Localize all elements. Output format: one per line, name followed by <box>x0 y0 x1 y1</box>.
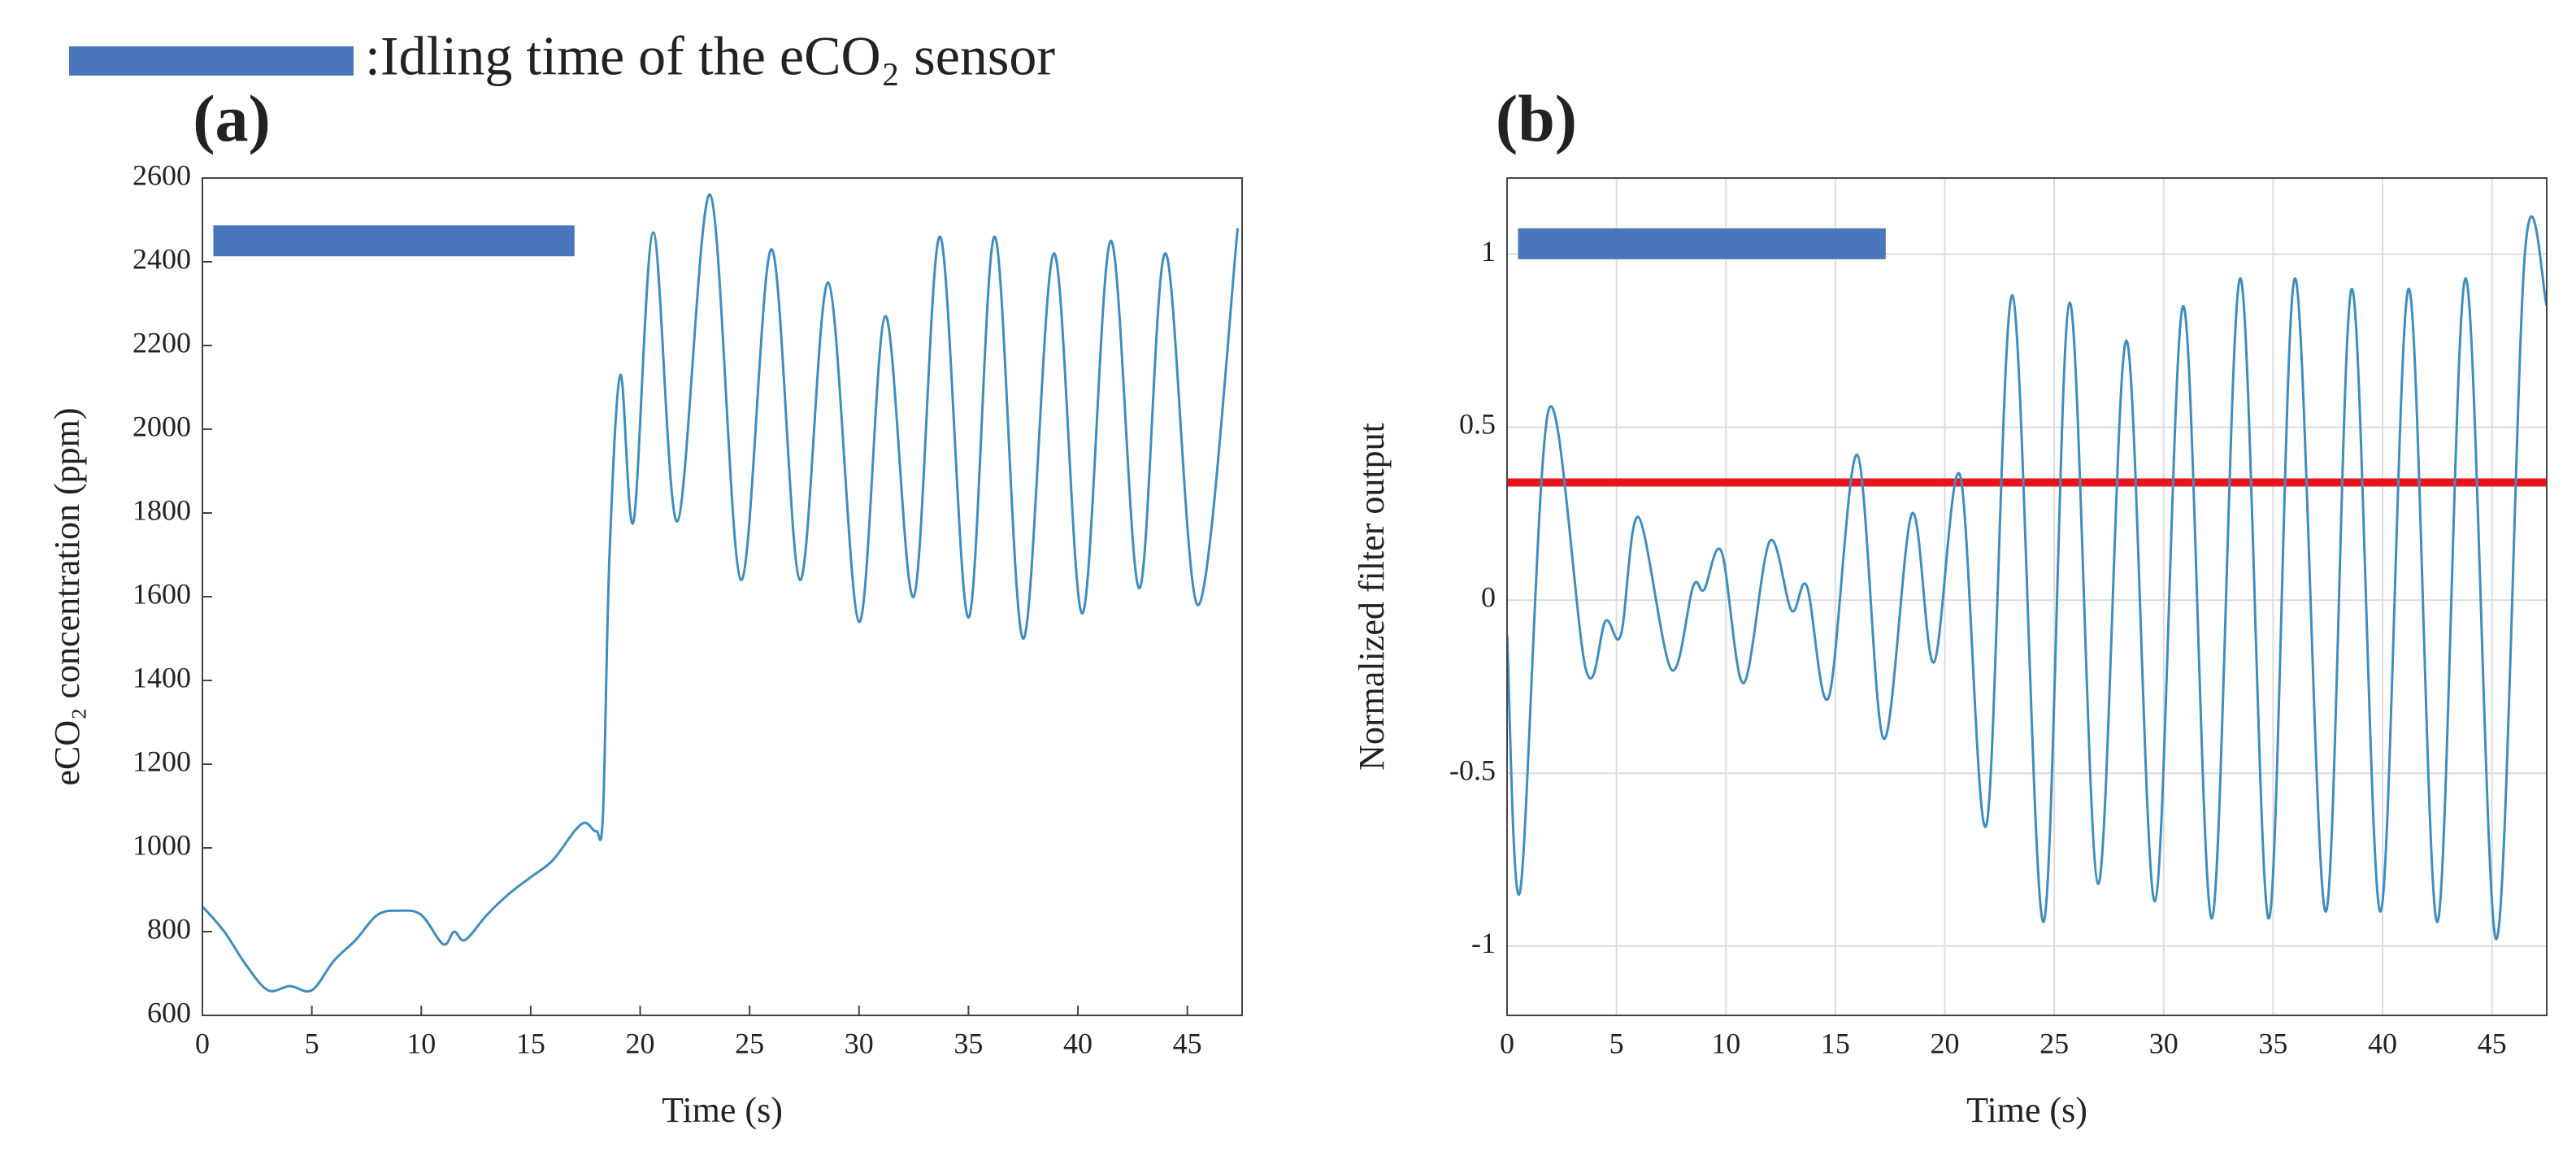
plot-frame <box>1506 177 2548 1016</box>
x-tick-label: 0 <box>1500 1027 1514 1059</box>
y-tick-label: 1400 <box>132 661 191 693</box>
x-tick-label: 5 <box>305 1027 319 1059</box>
x-tick-label: 10 <box>406 1027 436 1059</box>
data-line <box>1507 215 2547 941</box>
x-tick-label: 45 <box>2478 1027 2507 1059</box>
y-tick-label: 0.5 <box>1459 408 1496 441</box>
x-tick-label: 35 <box>2258 1027 2287 1059</box>
y-tick-label: 2200 <box>132 326 191 359</box>
chart-title: (b) <box>1496 81 1577 155</box>
x-tick-label: 25 <box>2040 1027 2069 1059</box>
x-tick-label: 45 <box>1173 1027 1202 1059</box>
x-axis-label: Time (s) <box>1966 1090 2087 1130</box>
y-tick-label: -1 <box>1471 927 1496 959</box>
x-tick-label: 30 <box>2149 1027 2179 1059</box>
y-tick-label: 600 <box>147 996 191 1028</box>
chart-title: (a) <box>193 81 271 155</box>
idle-bar <box>1518 228 1886 259</box>
data-line <box>202 193 1240 993</box>
y-tick-label: 1000 <box>132 828 191 861</box>
x-tick-label: 10 <box>1711 1027 1740 1059</box>
legend-label: :Idling time of the eCO₂ sensor <box>365 25 1055 87</box>
y-tick-label: 800 <box>147 912 191 945</box>
y-tick-label: 2000 <box>132 410 191 442</box>
y-tick-label: 1800 <box>132 493 191 526</box>
idle-bar <box>213 225 575 257</box>
y-tick-label: 2400 <box>132 242 191 275</box>
y-tick-label: -0.5 <box>1449 754 1496 786</box>
legend-swatch <box>69 46 354 76</box>
y-tick-label: 0 <box>1481 581 1496 614</box>
x-tick-label: 5 <box>1609 1027 1624 1059</box>
x-tick-label: 30 <box>845 1027 874 1059</box>
x-axis-label: Time (s) <box>662 1090 783 1130</box>
y-tick-label: 1200 <box>132 745 191 777</box>
x-tick-label: 0 <box>195 1027 210 1059</box>
plot-frame <box>202 177 1243 1016</box>
x-tick-label: 20 <box>626 1027 655 1059</box>
x-tick-label: 25 <box>735 1027 764 1059</box>
x-tick-label: 40 <box>2368 1027 2397 1059</box>
y-axis-label: eCO₂ concentration (ppm) <box>47 408 87 786</box>
x-tick-label: 40 <box>1063 1027 1093 1059</box>
y-tick-label: 1 <box>1481 235 1496 267</box>
y-tick-label: 1600 <box>132 577 191 610</box>
x-tick-label: 15 <box>516 1027 545 1059</box>
x-tick-label: 20 <box>1931 1027 1960 1059</box>
x-tick-label: 35 <box>954 1027 983 1059</box>
x-tick-label: 15 <box>1821 1027 1850 1059</box>
y-tick-label: 2600 <box>132 159 191 191</box>
y-axis-label: Normalized filter output <box>1352 423 1392 771</box>
